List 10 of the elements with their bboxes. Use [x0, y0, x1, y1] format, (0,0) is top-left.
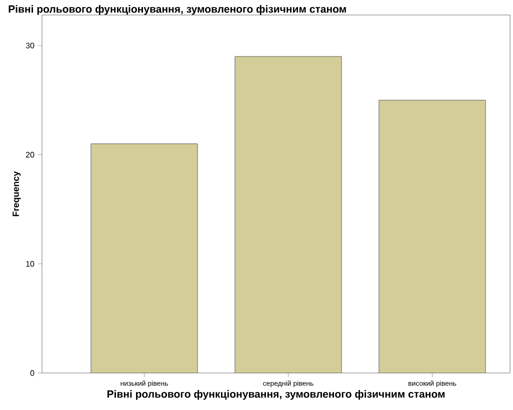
bar [234, 56, 342, 373]
bar [90, 144, 198, 373]
chart-title: Рівні рольового функціонування, зумовленого фізичним станом [8, 5, 346, 15]
y-tick-label: 20 [26, 152, 34, 158]
y-tick-label: 0 [30, 370, 34, 376]
y-tick-label: 10 [26, 261, 34, 267]
x-axis-title: Рівні рольового функціонування, зумовленого фізичним станом [107, 390, 445, 400]
y-tick-label: 30 [26, 42, 34, 48]
bar [378, 100, 486, 373]
y-axis-title: Frequency [12, 171, 21, 216]
